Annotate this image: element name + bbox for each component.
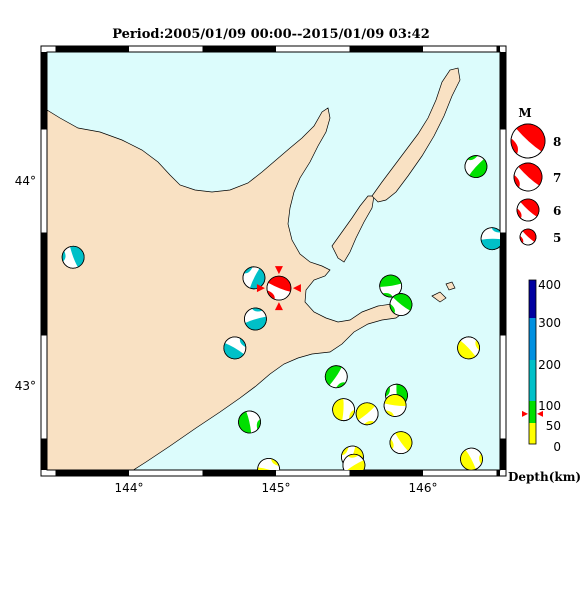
depth-tick-0: 0 [553,440,561,454]
lon-tick-145: 145° [262,481,291,495]
lat-tick-44: 44° [15,174,36,188]
magnitude-legend-ball-7 [513,162,543,192]
event-markers [61,155,500,470]
event-e1 [61,245,85,269]
frame-band-bottom [496,470,500,476]
event-e15 [383,394,407,417]
event-e11 [480,227,500,251]
event-e7 [379,274,403,298]
depth-tick-300: 300 [538,316,561,330]
event-markers-clipped [61,155,500,470]
frame-band-left [41,52,47,130]
frame-band-right [500,438,506,470]
latest-event-marker [274,266,283,275]
lat-tick-43: 43° [15,379,36,393]
magnitude-legend: 8 7 6 5 [510,123,561,246]
event-latest [266,275,292,301]
colorbar-segment-mid [529,360,536,401]
lon-tick-144: 144° [115,481,144,495]
magnitude-legend-title: M [518,106,531,120]
event-e19 [257,457,281,470]
latest-event-marker [274,302,283,311]
small-island-1 [431,291,447,303]
hokkaido-land [47,107,405,470]
colorbar-marker-right [537,410,543,417]
kuril-island-north [371,67,461,203]
frame-band-bottom [349,470,423,476]
colorbar-segment-very-deep [529,280,536,318]
depth-tick-200: 200 [538,358,561,372]
depth-tick-400: 400 [538,278,561,292]
latest-event-marker [256,284,265,293]
event-e5 [238,410,261,434]
depth-colorbar-label: Depth(km) [508,470,581,484]
event-e18 [342,453,366,470]
event-e13 [332,398,356,422]
event-e12 [457,336,480,360]
land-layer [47,67,461,470]
frame-band-top [55,46,129,52]
colorbar-segment-deep [529,318,536,360]
colorbar-marker-left [522,410,528,417]
frame-band-top [496,46,500,52]
magnitude-legend-ball-5 [519,228,537,246]
event-e3 [244,307,267,331]
magnitude-legend-label-6: 6 [553,204,561,218]
event-e16 [389,431,413,455]
frame-band-right [500,232,506,336]
event-e10 [464,155,488,178]
frame-band-top [202,46,276,52]
frame-band-left [41,232,47,336]
frame-band-right [500,52,506,130]
frame-band-left [41,438,47,470]
small-island-2 [445,281,456,291]
magnitude-legend-label-7: 7 [553,171,561,185]
event-e4 [223,336,247,360]
colorbar-segment-mid-shallow [529,401,536,423]
magnitude-legend-ball-8 [510,123,546,159]
magnitude-legend-label-8: 8 [553,135,561,149]
event-e14 [355,402,379,426]
frame-band-bottom [55,470,129,476]
magnitude-legend-label-5: 5 [553,231,561,245]
kunashir-island [331,195,375,263]
map-title: Period:2005/01/09 00:00--2015/01/09 03:4… [112,27,430,42]
frame-checker [41,46,506,476]
frame-band-top [349,46,423,52]
latest-event-marker [292,284,301,293]
event-e8 [389,293,413,317]
depth-tick-100: 100 [538,399,561,413]
frame-band-bottom [202,470,276,476]
event-e6 [324,365,348,389]
lon-tick-146: 146° [409,481,438,495]
colorbar-frame [528,279,537,445]
event-e2 [242,266,266,290]
depth-colorbar [522,279,543,445]
event-e20 [460,447,483,470]
magnitude-legend-ball-6 [516,198,540,222]
colorbar-segment-shallow [529,423,536,444]
depth-tick-50: 50 [546,419,561,433]
